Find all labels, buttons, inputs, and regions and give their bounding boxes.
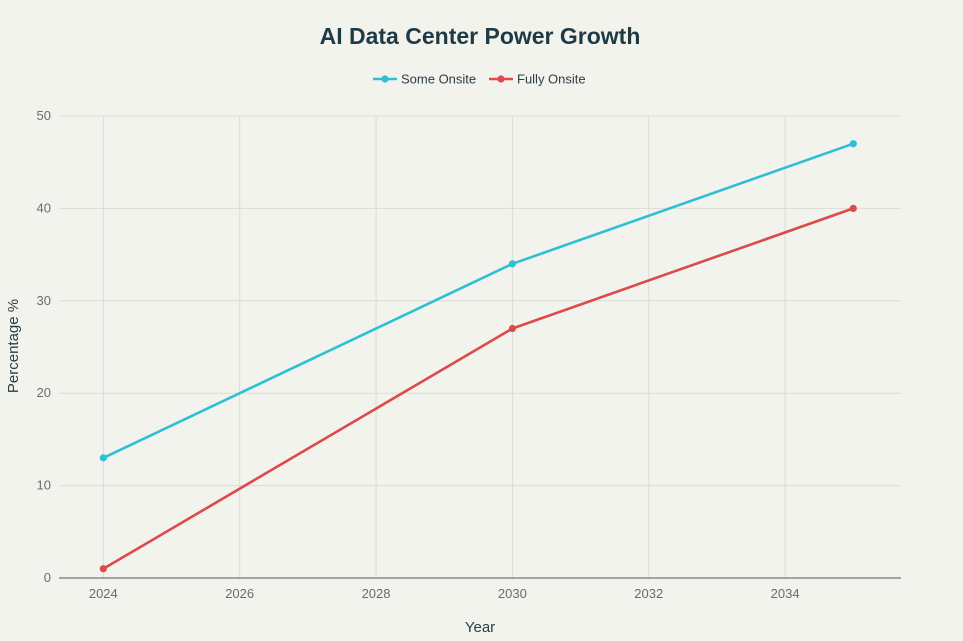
y-tick-label: 40 (37, 200, 51, 215)
x-tick-label: 2024 (89, 586, 118, 601)
y-tick-label: 0 (44, 570, 51, 585)
y-axis-label: Percentage % (5, 299, 22, 393)
y-tick-label: 20 (37, 385, 51, 400)
y-tick-label: 10 (37, 478, 51, 493)
x-tick-label: 2026 (225, 586, 254, 601)
data-point-fully-onsite[interactable] (849, 204, 857, 212)
data-point-fully-onsite[interactable] (99, 565, 107, 573)
data-point-some-onsite[interactable] (508, 260, 516, 268)
data-point-some-onsite[interactable] (99, 454, 107, 462)
series-layer (99, 140, 857, 573)
legend-swatch-marker (381, 75, 389, 83)
x-tick-label: 2032 (634, 586, 663, 601)
chart-title: AI Data Center Power Growth (320, 23, 641, 49)
legend-item-some-onsite[interactable]: Some Onsite (373, 72, 476, 87)
data-point-fully-onsite[interactable] (508, 324, 516, 333)
data-point-some-onsite[interactable] (849, 140, 857, 148)
grid-layer (59, 115, 901, 578)
legend-label: Fully Onsite (517, 72, 586, 87)
x-tick-label: 2028 (362, 586, 391, 601)
legend-label: Some Onsite (401, 72, 476, 87)
series-line-fully-onsite[interactable] (102, 207, 855, 571)
legend[interactable]: Some Onsite Fully Onsite (373, 72, 586, 87)
x-axis-label: Year (465, 619, 495, 636)
legend-item-fully-onsite[interactable]: Fully Onsite (489, 72, 586, 87)
y-tick-label: 50 (37, 108, 51, 123)
x-tick-label: 2030 (498, 586, 527, 601)
x-tick-label: 2034 (771, 586, 800, 601)
legend-swatch-marker (497, 75, 505, 83)
y-tick-label: 30 (37, 293, 51, 308)
